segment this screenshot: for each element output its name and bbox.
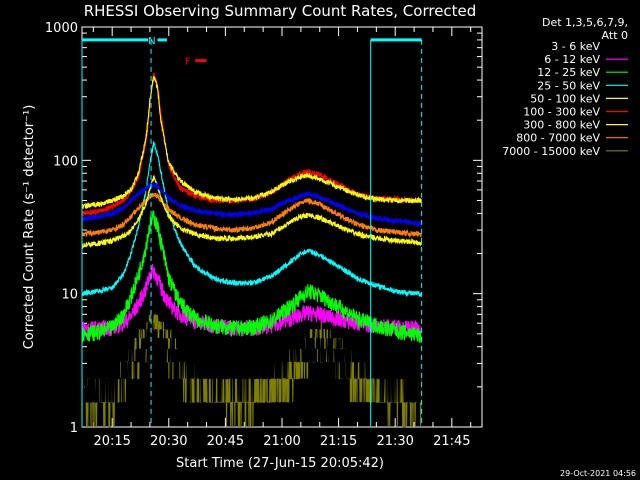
legend-entry-label: 3 - 6 keV bbox=[551, 40, 600, 53]
y-axis: 1 10 100 1000 bbox=[45, 21, 482, 436]
legend-entry-label: 50 - 100 keV bbox=[530, 92, 600, 105]
series-line bbox=[81, 181, 422, 228]
legend-entry-label: 100 - 300 keV bbox=[523, 106, 600, 119]
legend-entry-label: 12 - 25 keV bbox=[537, 66, 600, 79]
x-tick-label: 20:15 bbox=[93, 434, 130, 449]
series-line bbox=[81, 321, 422, 403]
x-tick-label: 21:00 bbox=[263, 434, 300, 449]
chart-title: RHESSI Observing Summary Count Rates, Co… bbox=[84, 2, 477, 20]
legend-header-line-2: Att 0 bbox=[602, 29, 628, 42]
series-line bbox=[81, 75, 422, 210]
x-tick-label: 21:30 bbox=[376, 434, 413, 449]
legend-entry-label: 300 - 800 keV bbox=[523, 119, 600, 132]
annotation-label: F bbox=[185, 57, 191, 68]
annotation-label: N bbox=[148, 36, 155, 47]
y-axis-label: Corrected Count Rate (s⁻¹ detector⁻¹) bbox=[22, 105, 37, 350]
y-tick-label: 1 bbox=[70, 421, 78, 436]
annotation-layer: NF bbox=[81, 36, 423, 427]
legend-entry-label: 25 - 50 keV bbox=[537, 79, 600, 92]
legend-entry-label: 7000 - 15000 keV bbox=[502, 145, 600, 158]
x-tick-label: 21:45 bbox=[433, 434, 470, 449]
x-axis-label: Start Time (27-Jun-15 20:05:42) bbox=[176, 456, 384, 471]
timestamp: 29-Oct-2021 04:56 bbox=[560, 469, 636, 478]
x-tick-label: 21:15 bbox=[320, 434, 357, 449]
y-tick-label: 100 bbox=[53, 154, 78, 169]
y-tick-label: 10 bbox=[61, 288, 78, 303]
y-tick-label: 1000 bbox=[45, 21, 78, 36]
series-line bbox=[81, 141, 422, 298]
series-line bbox=[81, 174, 422, 250]
series-line bbox=[81, 210, 422, 343]
x-tick-label: 20:30 bbox=[150, 434, 187, 449]
legend-entry-label: 6 - 12 keV bbox=[544, 53, 600, 66]
legend-header-line-1: Det 1,3,5,6,7,9, bbox=[542, 16, 628, 29]
x-axis: 20:15 20:30 20:45 21:00 21:15 21:30 21:45 bbox=[92, 27, 472, 449]
x-tick-label: 20:45 bbox=[207, 434, 244, 449]
series-line bbox=[81, 192, 422, 239]
legend-entry-label: 800 - 7000 keV bbox=[516, 132, 600, 145]
series-layer bbox=[81, 72, 422, 428]
